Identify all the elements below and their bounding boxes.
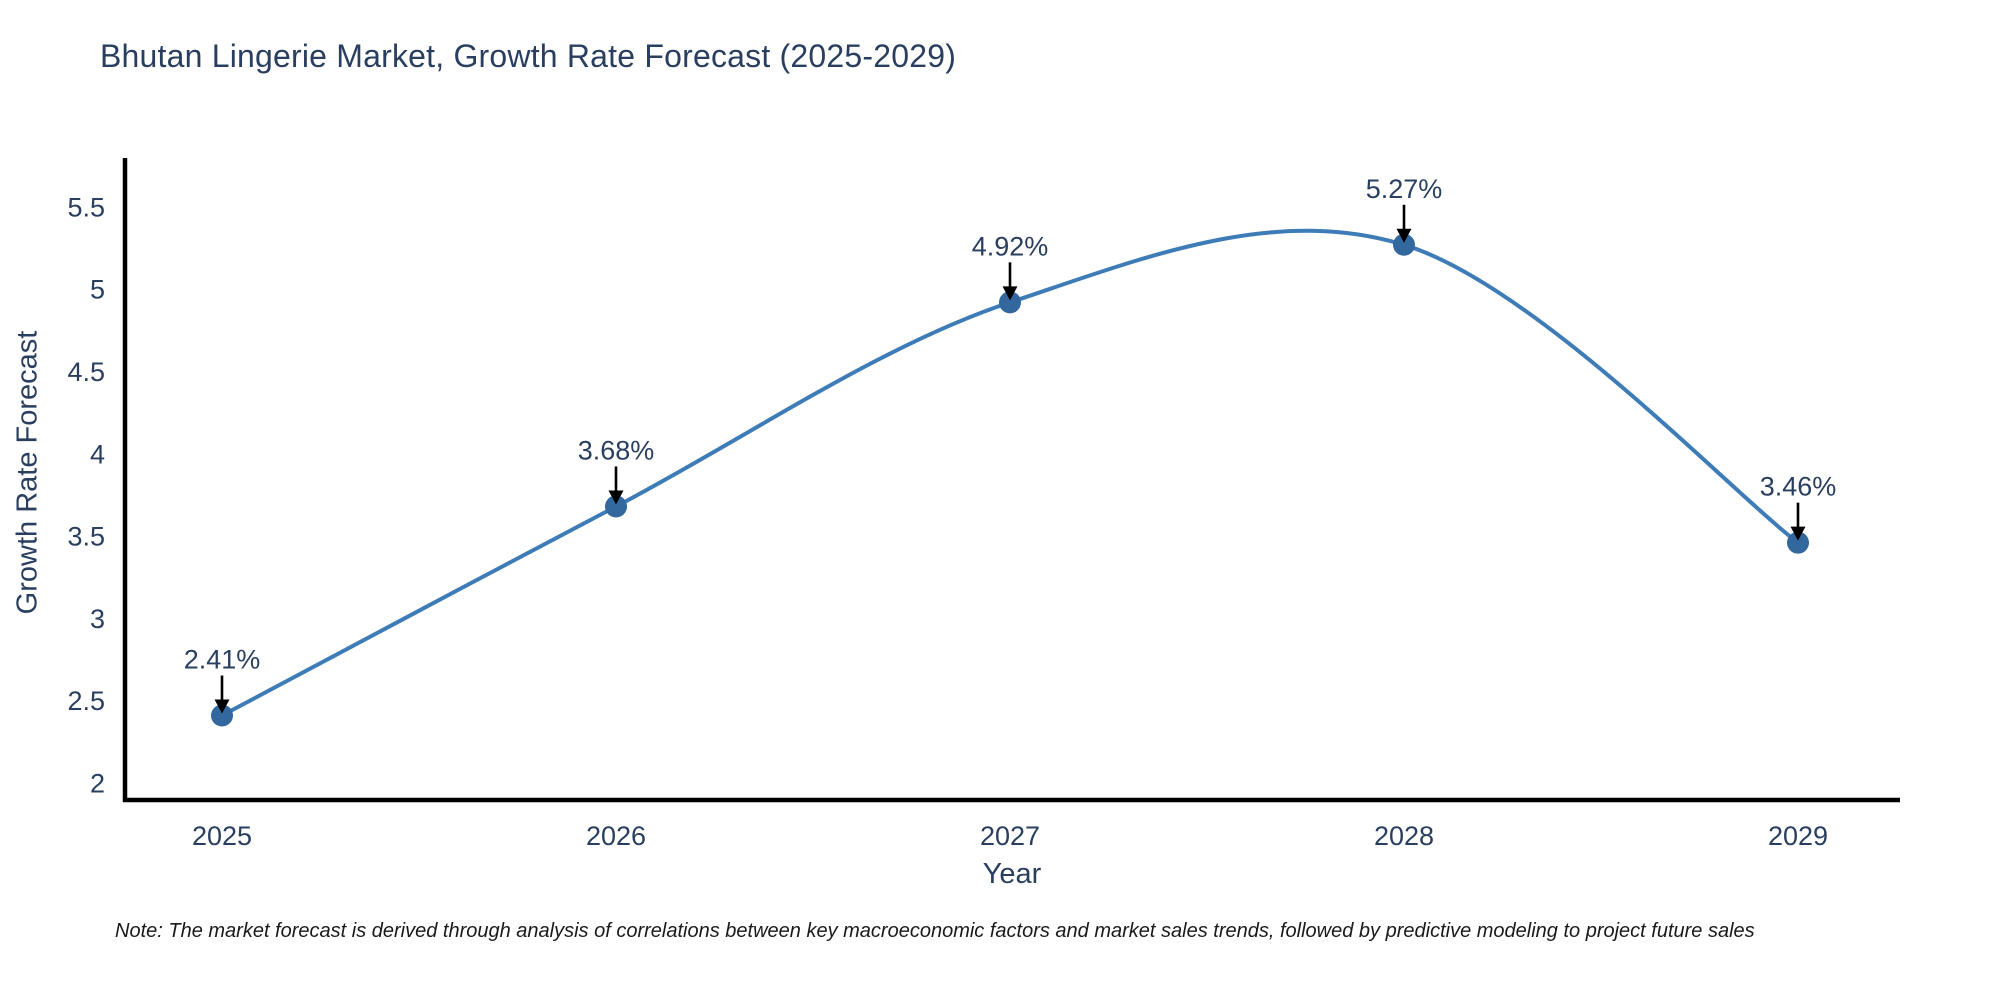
y-tick-3.5: 3.5 <box>67 522 105 552</box>
y-tick-5.5: 5.5 <box>67 192 105 222</box>
data-point-2027[interactable] <box>999 291 1021 314</box>
x-tick-2027: 2027 <box>980 821 1040 851</box>
x-tick-2026: 2026 <box>586 821 646 851</box>
data-point-2026[interactable] <box>605 495 627 518</box>
x-tick-2028: 2028 <box>1374 821 1434 851</box>
point-label-2028: 5.27% <box>1366 174 1443 204</box>
point-label-2029: 3.46% <box>1760 472 1837 502</box>
footnote: Note: The market forecast is derived thr… <box>115 920 1755 942</box>
data-point-2028[interactable] <box>1393 233 1415 256</box>
y-tick-5: 5 <box>90 275 105 305</box>
data-point-2029[interactable] <box>1787 531 1809 554</box>
y-tick-2.5: 2.5 <box>67 686 105 716</box>
data-point-2025[interactable] <box>211 704 233 727</box>
annotation-arrow-head-2025 <box>214 699 230 714</box>
point-label-2025: 2.41% <box>184 645 261 675</box>
y-tick-3: 3 <box>90 604 105 634</box>
annotation-arrow-head-2028 <box>1396 228 1412 243</box>
y-tick-4: 4 <box>90 439 105 469</box>
x-axis-title: Year <box>982 858 1042 890</box>
annotation-arrow-head-2026 <box>608 490 624 505</box>
chart-title: Bhutan Lingerie Market, Growth Rate Fore… <box>100 38 957 74</box>
y-tick-2: 2 <box>90 769 105 799</box>
point-label-2027: 4.92% <box>972 231 1049 261</box>
point-label-2026: 3.68% <box>578 435 655 465</box>
x-tick-2029: 2029 <box>1768 821 1828 851</box>
y-tick-4.5: 4.5 <box>67 357 105 387</box>
annotation-arrow-head-2027 <box>1002 286 1018 301</box>
annotation-arrow-head-2029 <box>1790 526 1806 541</box>
x-tick-2025: 2025 <box>192 821 252 851</box>
y-axis-title: Growth Rate Forecast <box>11 330 44 615</box>
